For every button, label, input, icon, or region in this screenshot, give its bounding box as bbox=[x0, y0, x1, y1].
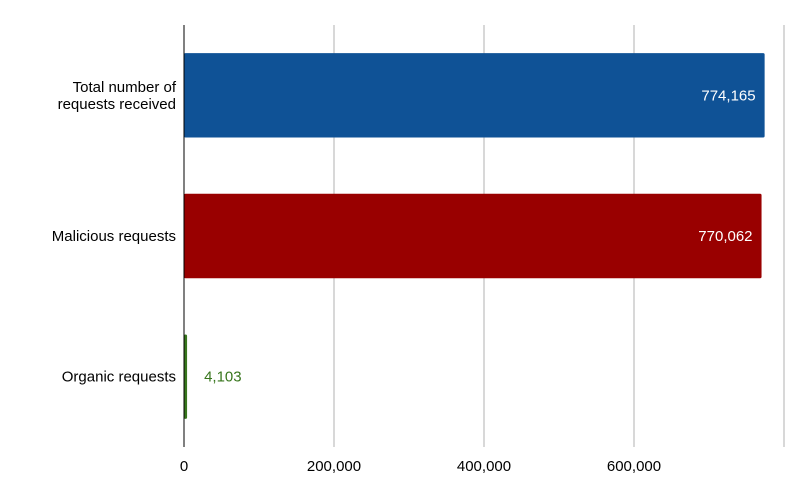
bars bbox=[184, 53, 765, 419]
x-tick-label: 400,000 bbox=[457, 458, 511, 475]
x-tick-label: 0 bbox=[180, 458, 188, 475]
data-labels: 774,165 770,062 4,103 bbox=[204, 87, 756, 385]
category-label: Malicious requests bbox=[52, 228, 176, 245]
x-tick-label: 200,000 bbox=[307, 458, 361, 475]
bar bbox=[184, 193, 762, 279]
data-label: 770,062 bbox=[698, 228, 752, 245]
category-label-line: Malicious requests bbox=[52, 228, 176, 245]
category-label: Total number of requests received bbox=[58, 79, 177, 113]
x-tick-labels: 0 200,000 400,000 600,000 bbox=[180, 458, 661, 475]
bar bbox=[184, 53, 765, 138]
category-label-line: Total number of bbox=[73, 79, 177, 96]
data-label: 774,165 bbox=[701, 87, 755, 104]
x-tick-label: 600,000 bbox=[607, 458, 661, 475]
category-label-line: Organic requests bbox=[62, 369, 176, 386]
data-label: 4,103 bbox=[204, 369, 242, 386]
category-label: Organic requests bbox=[62, 369, 176, 386]
bar bbox=[184, 334, 188, 419]
category-labels: Total number of requests received Maliciou… bbox=[52, 79, 177, 386]
category-label-line: requests received bbox=[58, 96, 176, 113]
